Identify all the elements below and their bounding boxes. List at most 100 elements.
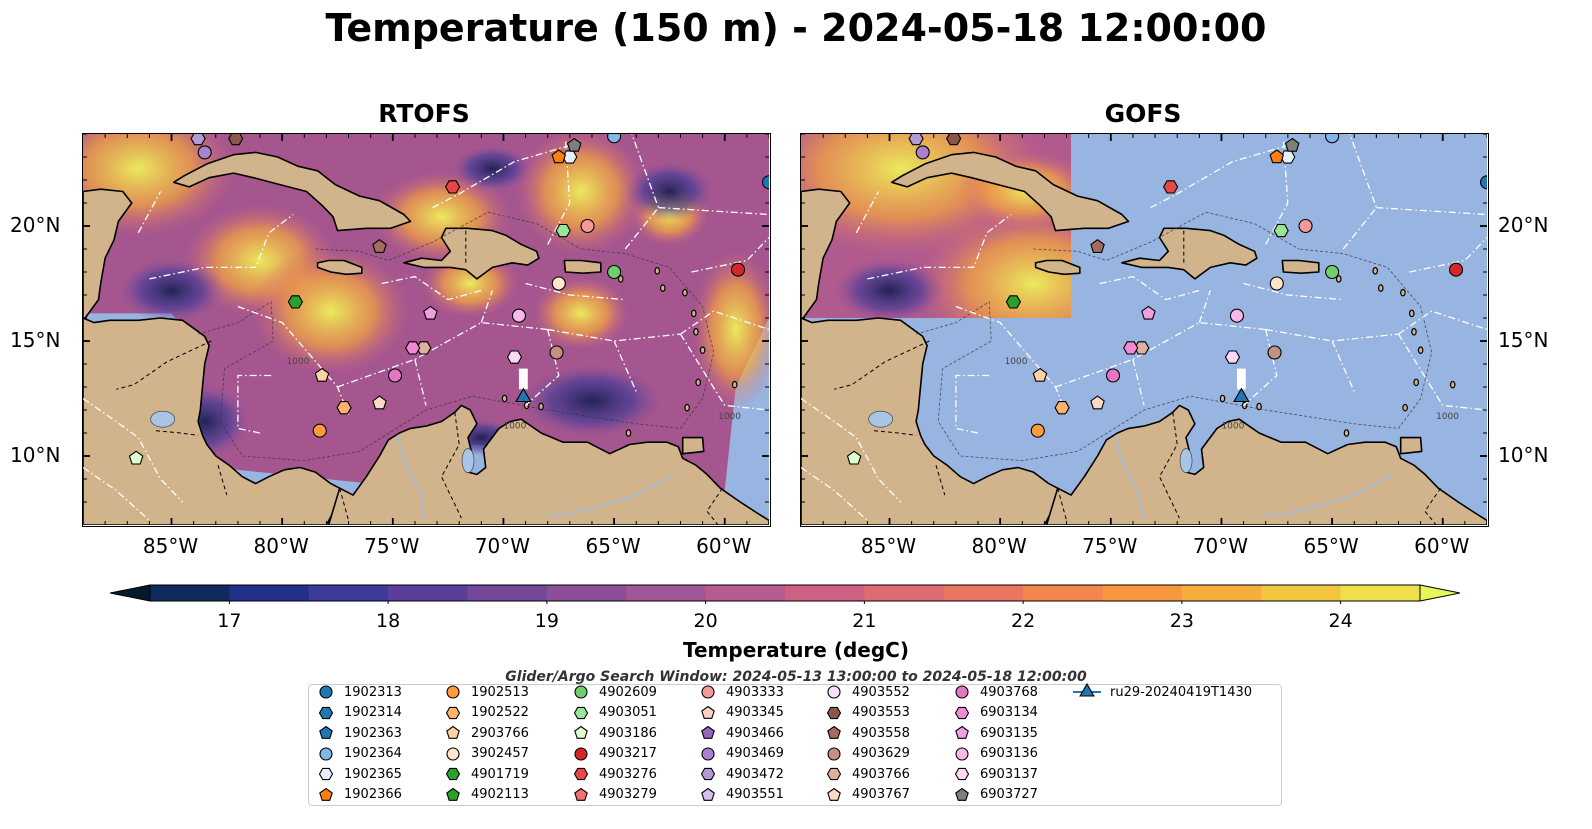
float-marker[interactable] [551, 149, 567, 164]
x-tick-label: 60°W [696, 534, 752, 558]
map-panel-rtofs[interactable]: 1000 1000 1000 [82, 133, 771, 527]
float-marker[interactable] [1284, 137, 1300, 152]
float-marker[interactable] [1325, 264, 1340, 280]
map-panel-gofs[interactable]: 1000 1000 1000 [800, 133, 1489, 527]
legend-marker [701, 787, 715, 801]
legend-item: 4902609 [572, 682, 657, 702]
float-marker[interactable] [1479, 175, 1488, 190]
float-marker[interactable] [607, 264, 622, 280]
legend-marker [574, 725, 588, 739]
float-marker[interactable] [1054, 401, 1070, 415]
float-marker[interactable] [730, 262, 746, 277]
float-marker[interactable] [372, 239, 387, 253]
float-marker[interactable] [555, 223, 571, 238]
float-marker[interactable] [405, 341, 421, 355]
float-marker[interactable] [228, 134, 244, 146]
float-marker[interactable] [1032, 367, 1048, 382]
float-marker[interactable] [1273, 223, 1289, 238]
legend-label: 4903466 [726, 725, 784, 741]
legend-marker [955, 746, 969, 761]
colorbar-segment [308, 585, 389, 601]
legend-label: 2903766 [471, 725, 529, 741]
colorbar-label: Temperature (degC) [683, 638, 909, 662]
frame-ticks [83, 134, 769, 525]
legend-item: 4903472 [699, 764, 784, 784]
y-tick-label: 15°N [1498, 328, 1549, 352]
float-marker[interactable] [761, 175, 770, 190]
legend-item: 1902313 [317, 682, 402, 702]
float-marker[interactable] [1141, 305, 1156, 320]
legend-item: 4903051 [572, 703, 657, 723]
legend-marker [319, 746, 333, 761]
float-marker[interactable] [1105, 368, 1121, 383]
float-marker[interactable] [946, 134, 962, 146]
contour-label: 1000 [1005, 357, 1028, 367]
figure-title: Temperature (150 m) - 2024-05-18 12:00:0… [325, 6, 1267, 50]
float-marker[interactable] [314, 367, 330, 382]
float-marker[interactable] [423, 305, 438, 320]
float-marker[interactable] [387, 368, 403, 383]
glider-marker[interactable] [1233, 387, 1250, 403]
float-marker[interactable] [372, 395, 387, 410]
float-marker[interactable] [1269, 149, 1285, 164]
legend-item: 2903766 [444, 723, 529, 743]
float-marker[interactable] [197, 145, 212, 160]
float-marker[interactable] [1229, 308, 1244, 323]
float-marker[interactable] [846, 450, 862, 465]
eez-boundaries [83, 134, 769, 521]
float-marker[interactable] [1298, 218, 1313, 234]
float-marker[interactable] [580, 218, 595, 234]
glider-marker[interactable] [515, 387, 532, 403]
x-tick-label: 70°W [1192, 534, 1249, 558]
colorbar-segment [546, 585, 627, 601]
legend-item: 4903217 [572, 744, 657, 764]
float-marker[interactable] [1448, 262, 1464, 277]
float-marker[interactable] [1267, 345, 1282, 360]
y-tick-label: 10°N [10, 443, 61, 467]
float-marker[interactable] [1269, 276, 1284, 291]
colorbar-tick-label: 22 [1011, 610, 1036, 632]
legend-marker [446, 746, 460, 761]
float-marker[interactable] [1325, 134, 1340, 144]
legend-label: 6903135 [980, 725, 1038, 741]
float-marker[interactable] [1030, 423, 1045, 438]
glider-track [1236, 368, 1246, 390]
legend-marker [955, 787, 969, 801]
float-marker[interactable] [506, 350, 523, 364]
float-marker[interactable] [1090, 239, 1105, 253]
legend-item: 1902522 [444, 703, 529, 723]
colorbar-segment [388, 585, 469, 601]
float-marker[interactable] [1162, 180, 1179, 194]
float-marker[interactable] [551, 276, 566, 291]
colorbar-extend-low [110, 584, 151, 602]
legend-label: 4903333 [726, 684, 784, 700]
float-marker[interactable] [607, 134, 622, 144]
glider-track [518, 368, 528, 390]
legend-item: 4903552 [825, 682, 910, 702]
float-marker[interactable] [915, 145, 930, 160]
float-marker[interactable] [1123, 341, 1139, 355]
legend-label: 1902313 [344, 684, 402, 700]
float-marker[interactable] [312, 423, 327, 438]
float-marker[interactable] [549, 345, 564, 360]
float-marker[interactable] [444, 180, 461, 194]
float-marker[interactable] [1224, 350, 1241, 364]
float-marker[interactable] [908, 134, 924, 146]
float-marker[interactable] [336, 401, 352, 415]
legend-item: 4903551 [699, 785, 784, 805]
float-marker[interactable] [511, 308, 526, 323]
colorbar-tick-label: 19 [534, 610, 559, 632]
float-marker[interactable] [190, 134, 206, 146]
float-marker[interactable] [566, 137, 582, 152]
float-markers [128, 134, 770, 465]
legend-marker [826, 767, 842, 781]
float-marker[interactable] [1005, 295, 1022, 309]
legend-label: 4902609 [599, 684, 657, 700]
float-marker[interactable] [128, 450, 144, 465]
legend-item: ru29-20240419T1430 [1073, 682, 1252, 702]
legend-marker [318, 767, 334, 781]
x-tick-label: 65°W [1303, 534, 1359, 558]
panel-title-gofs: GOFS [1104, 99, 1182, 128]
float-marker[interactable] [287, 295, 304, 309]
float-marker[interactable] [1090, 395, 1105, 410]
